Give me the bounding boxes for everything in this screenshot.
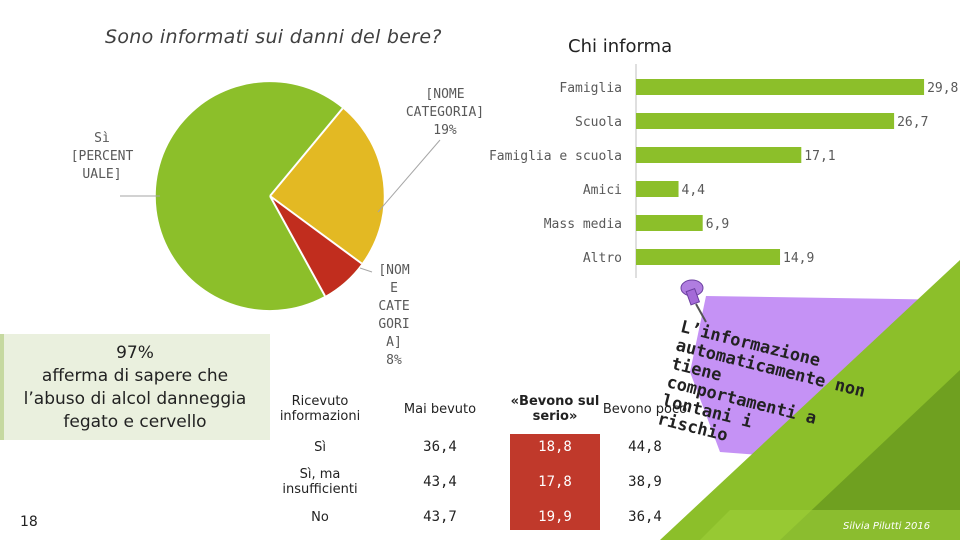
dark-green-triangle <box>780 370 960 540</box>
table-cell: 43,4 <box>423 474 457 490</box>
left-title: Sono informati sui danni del bere? <box>105 26 442 48</box>
table-cell: 36,4 <box>423 439 457 455</box>
table-cell-highlight: 18,8 <box>510 434 600 460</box>
table-row-label: No <box>311 509 329 525</box>
bar <box>636 79 925 95</box>
light-green-strip <box>700 510 960 540</box>
table-row-label: Sì, ma insufficienti <box>282 467 358 497</box>
pie-chart <box>120 82 441 311</box>
bar-value-label: 6,9 <box>706 217 729 232</box>
bar-category-label: Amici <box>583 183 622 198</box>
table-cell-highlight: 19,9 <box>510 504 600 530</box>
pie-label-other: [NOM E CATE GORI A] 8% <box>378 263 410 368</box>
pie-label-categoria: [NOME CATEGORIA] 19% <box>405 87 485 138</box>
survey-table: Ricevuto informazioni Mai bevuto «Bevono… <box>270 384 690 530</box>
bar-category-label: Scuola <box>575 115 622 130</box>
table-row: Sì, ma insufficienti 43,4 17,8 38,9 <box>270 460 690 504</box>
pie-slice-categoria-2 <box>270 196 362 296</box>
bar-category-label: Famiglia e scuola <box>489 149 622 164</box>
table-header-row: Ricevuto informazioni Mai bevuto «Bevono… <box>270 384 690 434</box>
pie-label-si: Sì [PERCENT UALE] <box>70 131 134 182</box>
bar <box>636 249 781 265</box>
bar <box>636 181 679 197</box>
table-cell: 44,8 <box>628 439 662 455</box>
right-title: Chi informa <box>568 36 673 57</box>
highlight-percent: 97% <box>116 343 154 363</box>
pie-leader-categoria <box>377 139 441 213</box>
bar-value-label: 26,7 <box>897 115 928 130</box>
highlight-box <box>0 334 270 440</box>
pushpin-icon <box>680 279 707 323</box>
bar-value-label: 29,8 <box>927 81 958 96</box>
table-header-never-drunk: Mai bevuto <box>403 401 477 417</box>
table-row-label: Sì <box>314 439 326 455</box>
highlight-text: 97% afferma di sapere che l’abuso di alc… <box>0 342 270 434</box>
bar-category-label: Altro <box>583 251 622 266</box>
bar-category-label: Mass media <box>544 217 622 232</box>
table-header-drink-little: Bevono poco <box>602 401 688 417</box>
table-cell: 36,4 <box>628 509 662 525</box>
highlight-box-strip <box>0 334 4 440</box>
pie-leader-other <box>359 267 373 273</box>
table-header-received: Ricevuto informazioni <box>279 394 361 424</box>
bar-category-label: Famiglia <box>559 81 622 96</box>
author-credit: Silvia Pilutti 2016 <box>843 521 931 532</box>
bar-value-label: 17,1 <box>804 149 835 164</box>
bar-value-label: 14,9 <box>783 251 814 266</box>
table-header-drink-seriously: «Bevono sul serio» <box>510 394 600 424</box>
table-cell-highlight: 17,8 <box>510 460 600 504</box>
bar <box>636 215 703 231</box>
pie-slice-categoria <box>270 108 384 264</box>
table-cell: 38,9 <box>628 474 662 490</box>
bar-value-label: 4,4 <box>682 183 706 198</box>
bar <box>636 147 802 163</box>
bar <box>636 113 895 129</box>
bar-chart: Famiglia 29,8 Scuola 26,7 Famiglia e scuola 1… <box>489 64 958 278</box>
pie-slice-border <box>269 107 363 297</box>
table-row: Sì 36,4 18,8 44,8 <box>270 434 690 460</box>
table-row: No 43,7 19,9 36,4 <box>270 504 690 530</box>
table-cell: 43,7 <box>423 509 457 525</box>
page-number: 18 <box>20 514 38 530</box>
